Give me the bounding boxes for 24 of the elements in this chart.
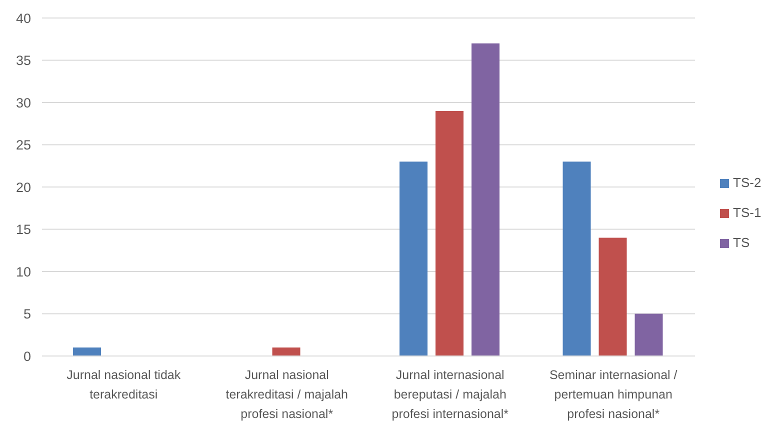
bar xyxy=(598,238,627,356)
legend-label: TS-1 xyxy=(733,204,762,222)
y-tick-label: 25 xyxy=(16,138,31,153)
y-tick-label: 20 xyxy=(16,180,31,195)
bar xyxy=(436,110,464,356)
y-tick-label: 35 xyxy=(16,53,31,68)
y-tick-label: 5 xyxy=(23,306,31,322)
bar xyxy=(472,43,500,356)
bar xyxy=(400,162,428,356)
legend-label: TS xyxy=(733,234,750,252)
y-tick-label: 15 xyxy=(16,222,31,238)
bar xyxy=(73,348,102,356)
y-tick-label: 10 xyxy=(16,264,31,280)
x-tick-label: Jurnal nasional tidak terakreditasi xyxy=(66,368,182,402)
x-tick-label: Seminar internasional / pertemuan himpunan profesi nasional* xyxy=(549,368,678,421)
bar xyxy=(272,348,300,356)
bar xyxy=(562,162,591,356)
bar xyxy=(634,314,663,356)
x-tick-label: Jurnal nasional terakreditasi / majalah profesi nasional* xyxy=(226,368,348,421)
y-tick-label: 40 xyxy=(16,10,31,26)
legend-label: TS-2 xyxy=(733,174,762,192)
y-tick-label: 30 xyxy=(16,95,31,110)
y-tick-label: 0 xyxy=(23,348,31,364)
x-tick-label: Jurnal internasional bereputasi / majalah profesi internasional* xyxy=(392,368,509,421)
